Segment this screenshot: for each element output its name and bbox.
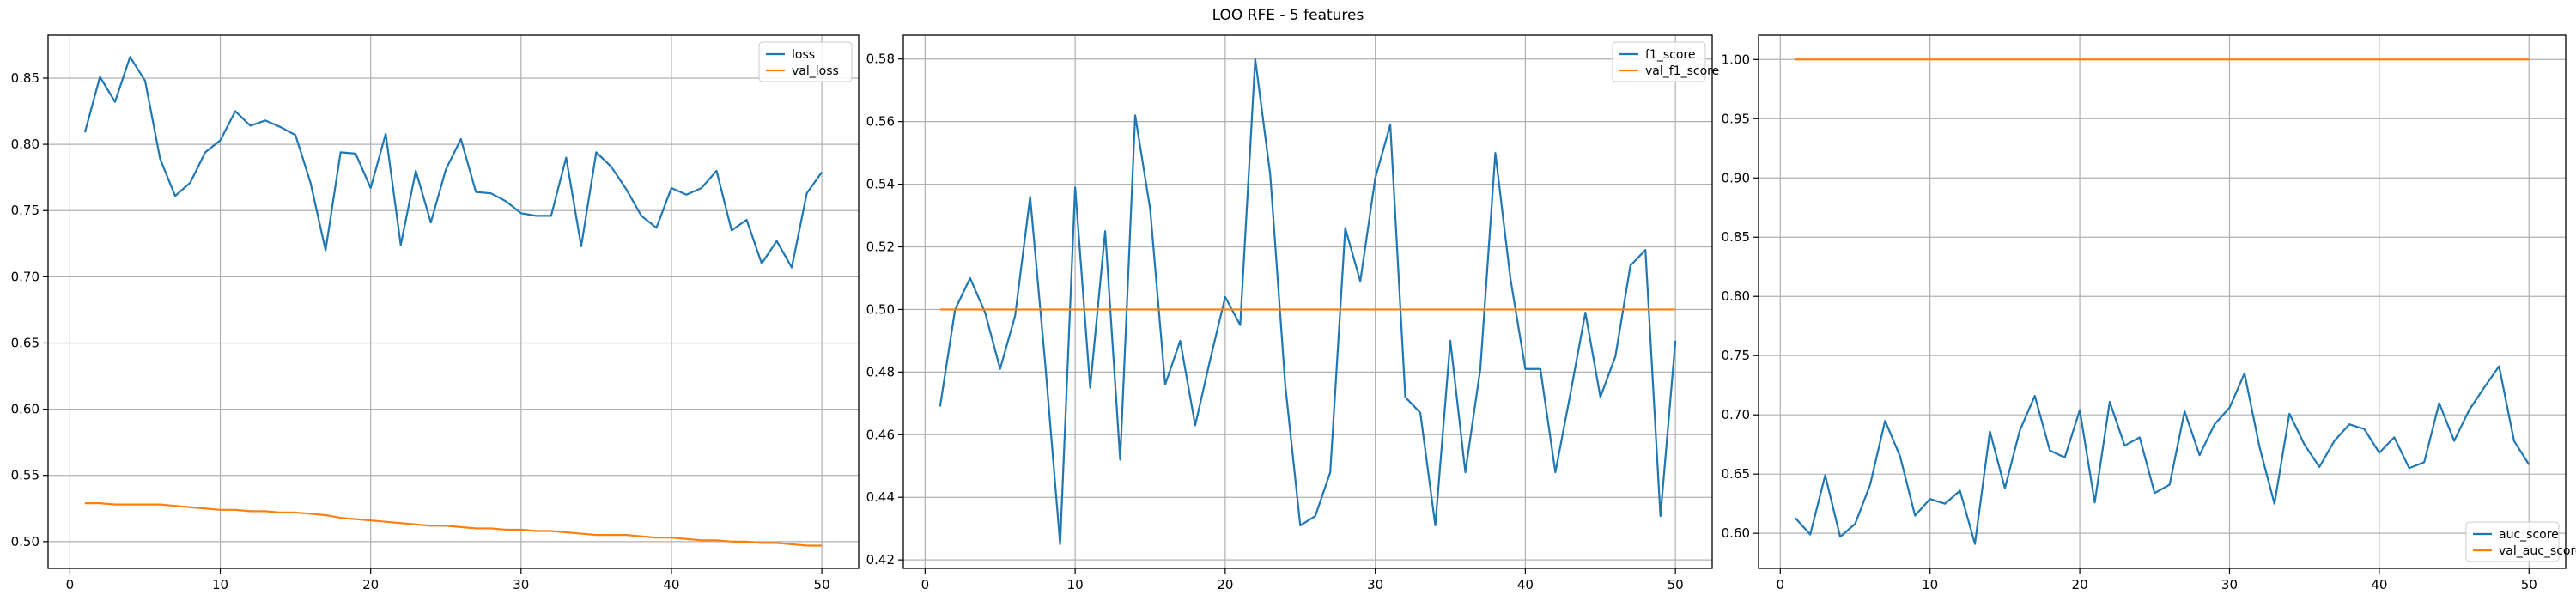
y-tick-label: 0.75: [11, 203, 39, 218]
y-tick-label: 0.50: [11, 534, 39, 549]
y-tick-label: 0.85: [1722, 229, 1750, 245]
x-tick-label: 30: [1367, 577, 1383, 592]
y-tick-label: 0.42: [866, 552, 895, 568]
y-tick-label: 0.55: [11, 468, 39, 483]
series-line-loss: [83, 56, 823, 269]
x-tick-label: 50: [2521, 577, 2537, 592]
legend-label-val-auc-score: val_auc_score: [2499, 544, 2576, 558]
y-tick-label: 0.90: [1722, 170, 1750, 185]
y-tick-label: 0.85: [11, 70, 39, 86]
x-tick-label: 40: [663, 577, 679, 592]
x-tick-label: 30: [513, 577, 529, 592]
figure-title: LOO RFE - 5 features: [1212, 7, 1364, 24]
legend-label-auc-score: auc_score: [2499, 528, 2559, 542]
legend: f1_score val_f1_score: [1612, 41, 1719, 82]
x-tick-label: 20: [362, 577, 379, 592]
y-tick-label: 0.52: [866, 240, 895, 255]
x-tick-label: 20: [1217, 577, 1233, 592]
chart-panel-2: 0 10 20 30 40 50 0.42 0.44 0.46 0.48 0.50 0.52 0.54 0…: [866, 34, 1719, 592]
y-tick-label: 0.70: [11, 269, 39, 284]
y-tick-label: 0.48: [866, 364, 895, 379]
legend-label-f1-score: f1_score: [1645, 48, 1695, 62]
legend-frame: [1612, 41, 1706, 82]
series-line-f1-score: [939, 58, 1677, 546]
y-tick-label: 1.00: [1722, 52, 1750, 67]
x-tick-label: 10: [212, 577, 228, 592]
y-tick-label: 0.65: [1722, 466, 1750, 482]
chart-panel-3: 0 10 20 30 40 50 0.60 0.65 0.70 0.75 0.80 0.85 0.90 0…: [1722, 34, 2576, 592]
axes-frame: [902, 34, 1713, 569]
y-tick-label: 0.44: [866, 489, 895, 505]
y-tick-label: 0.75: [1722, 348, 1750, 363]
x-tick-label: 40: [2371, 577, 2387, 592]
x-tick-label: 20: [2072, 577, 2088, 592]
axes-frame: [1758, 34, 2567, 569]
y-tick-label: 0.60: [11, 402, 39, 417]
x-tick-label: 0: [1777, 577, 1785, 592]
x-tick-label: 50: [814, 577, 830, 592]
y-tick-label: 0.70: [1722, 407, 1750, 422]
y-tick-label: 0.95: [1722, 111, 1750, 126]
legend-label-val-f1-score: val_f1_score: [1645, 64, 1719, 78]
legend: loss val_loss: [758, 41, 853, 82]
axes-frame: [47, 34, 860, 569]
legend-frame: [758, 41, 853, 82]
x-tick-label: 30: [2221, 577, 2238, 592]
y-tick-label: 0.60: [1722, 525, 1750, 541]
series-line-val-loss: [84, 502, 823, 547]
legend-label-val-loss: val_loss: [792, 64, 839, 78]
series-line-auc-score: [1794, 365, 2530, 545]
x-tick-label: 40: [1517, 577, 1534, 592]
y-tick-label: 0.65: [11, 335, 39, 350]
legend-frame: [2465, 521, 2560, 562]
y-tick-label: 0.80: [11, 137, 39, 152]
chart-panel-1: 0 10 20 30 40 50 0.50 0.55 0.60 0.65 0.70 0.75 0.80 0…: [11, 34, 860, 592]
x-tick-label: 0: [66, 577, 75, 592]
x-tick-label: 10: [1067, 577, 1084, 592]
y-tick-label: 0.54: [866, 177, 895, 192]
legend-label-loss: loss: [792, 48, 815, 62]
y-tick-label: 0.56: [866, 114, 895, 130]
y-tick-label: 0.58: [866, 52, 895, 67]
y-tick-label: 0.50: [866, 301, 895, 317]
x-tick-label: 0: [921, 577, 930, 592]
legend: auc_score val_auc_score: [2465, 521, 2576, 562]
x-tick-label: 50: [1668, 577, 1684, 592]
y-tick-label: 0.46: [866, 427, 895, 442]
y-tick-label: 0.80: [1722, 288, 1750, 304]
x-tick-label: 10: [1922, 577, 1938, 592]
